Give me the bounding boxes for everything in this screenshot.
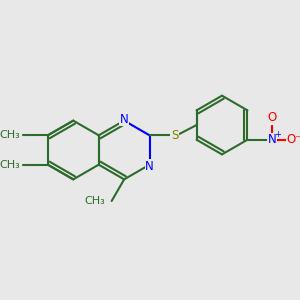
Text: O⁻: O⁻: [286, 133, 300, 146]
Text: S: S: [171, 129, 178, 142]
Text: CH₃: CH₃: [0, 160, 20, 170]
Text: N: N: [268, 133, 277, 146]
Text: N: N: [120, 113, 128, 126]
Text: +: +: [274, 130, 281, 140]
Text: N: N: [145, 160, 154, 172]
Text: O: O: [268, 111, 277, 124]
Text: CH₃: CH₃: [0, 130, 20, 140]
Text: CH₃: CH₃: [84, 196, 105, 206]
